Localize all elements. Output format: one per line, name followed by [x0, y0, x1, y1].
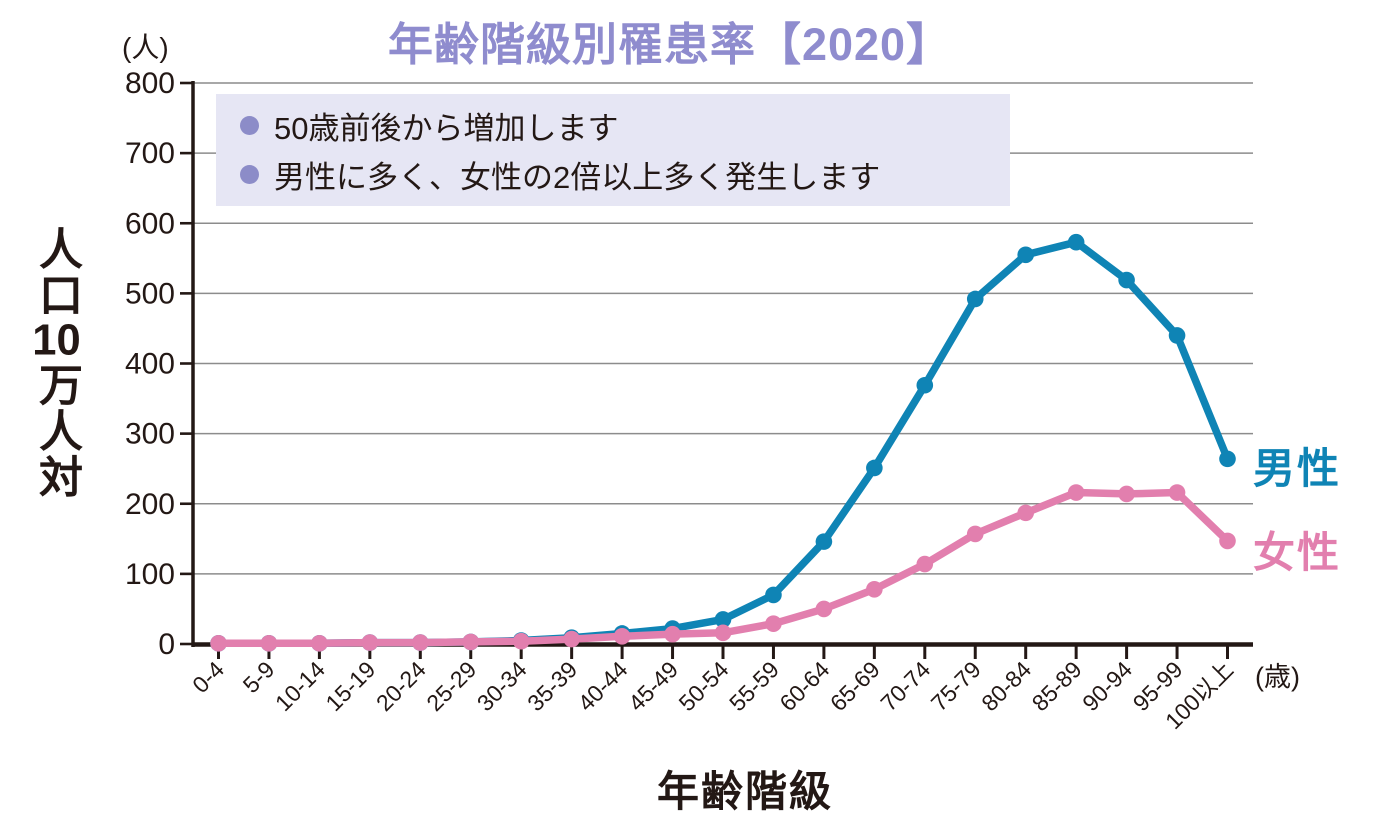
x-tick-label: 40-44 [573, 656, 633, 716]
x-tick-label: 80-84 [976, 656, 1036, 716]
y-tick-label: 100 [125, 558, 175, 591]
female-point [1168, 484, 1186, 501]
female-point [916, 555, 934, 573]
male-point [866, 459, 883, 477]
y-axis-unit-label: (人) [122, 32, 169, 63]
x-tick-label: 30-34 [472, 656, 532, 716]
callout-box: 50歳前後から増加します 男性に多く、女性の2倍以上多く発生します [216, 94, 1010, 206]
female-point [260, 634, 278, 652]
callout-text-1: 50歳前後から増加します [274, 110, 619, 146]
male-point [1168, 327, 1186, 344]
female-point [613, 627, 631, 645]
female-point [664, 625, 681, 643]
callout-text-2: 男性に多く、女性の2倍以上多く発生します [274, 160, 881, 196]
male-point [1219, 450, 1236, 468]
x-tick-label: 90-94 [1077, 656, 1137, 716]
x-tick-label: 55-59 [724, 656, 784, 716]
y-tick-label: 800 [125, 67, 175, 100]
x-tick-label: 15-19 [320, 656, 380, 716]
legend-male: 男性 [1253, 445, 1342, 492]
male-point [1118, 271, 1135, 289]
x-axis-title: 年齢階級 [656, 768, 833, 815]
y-axis-title: 人口10万人対 [32, 226, 81, 500]
x-tick-label: 85-89 [1027, 656, 1087, 716]
callout-row: 男性に多く、女性の2倍以上多く発生します [240, 152, 1000, 197]
x-tick-label: 35-39 [522, 656, 582, 716]
y-axis-title-part2: 10 [32, 318, 81, 362]
male-point [916, 376, 934, 394]
x-tick-label: 25-29 [421, 656, 481, 716]
female-point [361, 634, 379, 651]
female-point [966, 525, 984, 543]
female-point [815, 600, 833, 618]
male-point [765, 586, 782, 604]
bullet-icon [240, 115, 259, 135]
legend-female: 女性 [1253, 529, 1342, 576]
y-axis-title-part1: 人口 [32, 226, 81, 318]
y-tick-label: 600 [125, 207, 175, 240]
y-tick-label: 300 [125, 418, 175, 451]
y-tick-label: 0 [158, 628, 175, 661]
female-point [1219, 532, 1236, 550]
female-point [1118, 485, 1135, 503]
x-tick-label: 65-69 [825, 656, 885, 716]
x-tick-label: 75-79 [926, 656, 986, 716]
bullet-icon [240, 165, 259, 185]
male-line [214, 238, 1232, 648]
x-tick-label: 70-74 [875, 656, 935, 716]
x-axis-unit-label: (歳) [1255, 662, 1300, 692]
x-tick-label: 0-4 [187, 656, 229, 698]
female-point [1017, 504, 1034, 522]
y-tick-label: 200 [125, 488, 175, 521]
x-tick-label: 45-49 [623, 656, 683, 716]
female-point [563, 630, 580, 648]
y-axis-title-part3: 万人対 [32, 362, 81, 500]
male-point [714, 611, 732, 628]
x-tick-label: 50-54 [674, 656, 734, 716]
female-point [412, 634, 429, 651]
y-tick-label: 400 [125, 348, 175, 381]
male-point [1017, 246, 1034, 264]
x-tick-label: 5-9 [238, 656, 280, 698]
female-point [462, 633, 480, 651]
female-point [512, 632, 530, 650]
male-point [966, 290, 984, 308]
male-point [1067, 233, 1085, 251]
callout-row: 50歳前後から増加します [240, 103, 1000, 148]
x-tick-label: 20-24 [371, 656, 431, 716]
x-tick-label: 10-14 [270, 656, 330, 716]
x-tick-label: 60-64 [774, 656, 834, 716]
female-point [210, 634, 227, 652]
female-point [1067, 484, 1085, 501]
y-tick-label: 700 [125, 137, 175, 170]
female-point [866, 581, 883, 598]
female-point [765, 615, 782, 632]
female-point [311, 634, 328, 652]
male-point [815, 533, 833, 550]
page-title: 年齢階級別罹患率【2020】 [387, 19, 953, 70]
y-tick-label: 500 [125, 277, 175, 310]
female-point [714, 624, 732, 642]
